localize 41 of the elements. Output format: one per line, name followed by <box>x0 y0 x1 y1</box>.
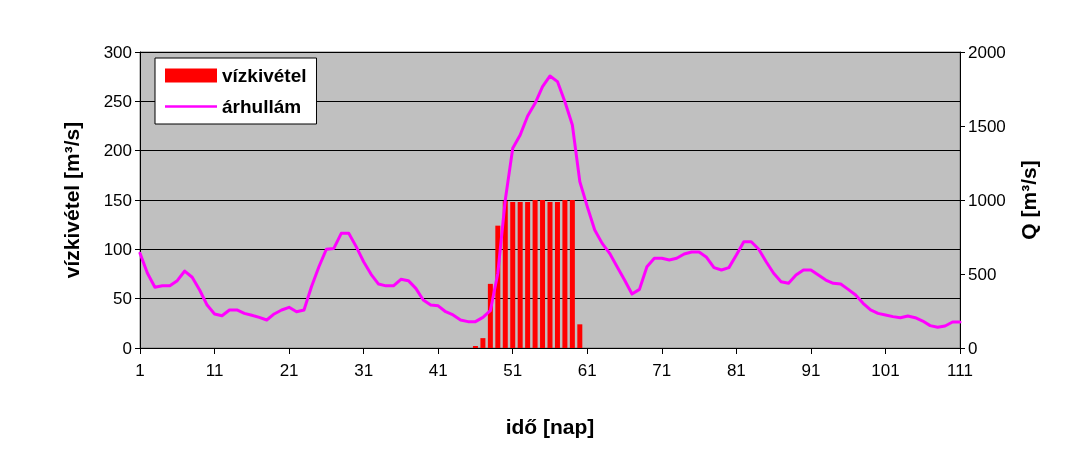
legend-label: vízkivétel <box>222 65 307 86</box>
bar <box>480 338 486 348</box>
y2-tick-label: 2000 <box>968 42 1006 62</box>
x-tick-label: 61 <box>577 361 597 380</box>
x-axis-title: idő [nap] <box>505 415 595 438</box>
y-tick-label: 300 <box>103 42 132 62</box>
y-tick-label: 200 <box>103 141 132 161</box>
y-tick-label: 150 <box>103 190 132 210</box>
legend-label: árhullám <box>222 96 302 117</box>
x-tick-label: 1 <box>135 361 145 380</box>
x-tick-label: 21 <box>279 361 299 380</box>
x-tick-label: 111 <box>947 361 973 380</box>
y2-tick-label: 1500 <box>968 116 1006 136</box>
y-axis-title: vízkivétel [m³/s] <box>60 121 83 279</box>
x-tick-label: 31 <box>354 361 374 380</box>
bar <box>517 201 523 348</box>
y-tick-label: 250 <box>103 91 132 111</box>
bar <box>525 201 531 348</box>
bar <box>540 200 546 348</box>
x-tick-label: 41 <box>428 361 448 380</box>
y-tick-label: 0 <box>122 338 132 358</box>
bar <box>554 201 560 348</box>
y2-tick-label: 1000 <box>968 190 1006 210</box>
bar <box>532 200 538 348</box>
bar <box>577 324 583 348</box>
x-tick-label: 71 <box>652 361 672 380</box>
x-tick-label: 11 <box>205 361 224 380</box>
x-tick-label: 51 <box>503 361 523 380</box>
y-tick-label: 50 <box>113 289 132 309</box>
x-tick-label: 91 <box>801 361 821 380</box>
x-tick-label: 81 <box>726 361 746 380</box>
x-tick-label: 101 <box>871 361 900 380</box>
y2-axis-title: Q [m³/s] <box>1017 160 1040 240</box>
y-tick-label: 100 <box>103 239 132 259</box>
y2-tick-label: 0 <box>968 338 978 358</box>
bar <box>547 201 553 348</box>
bar <box>569 200 575 348</box>
bar <box>562 200 568 348</box>
y2-tick-label: 500 <box>968 264 997 284</box>
bar <box>502 200 508 348</box>
bar <box>510 201 516 348</box>
